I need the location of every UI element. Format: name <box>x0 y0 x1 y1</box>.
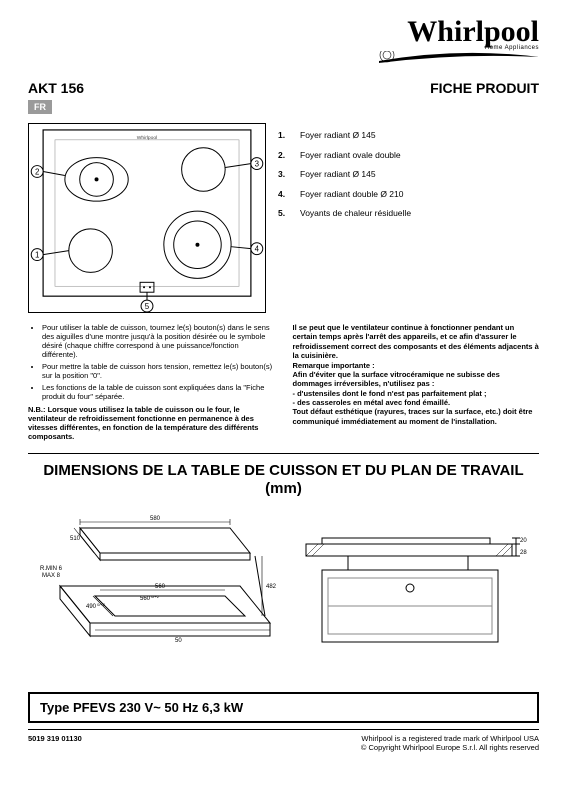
model-number: AKT 156 <box>28 80 84 96</box>
dimensions-figures: 580 510 R.MIN 6 MAX 8 560 490 0/+2 50 48… <box>28 508 539 678</box>
svg-text:2: 2 <box>35 167 39 176</box>
footer-code: 5019 319 01130 <box>28 734 82 752</box>
instructions-block: Pour utiliser la table de cuisson, tourn… <box>28 315 539 441</box>
sheet-title: FICHE PRODUIT <box>430 80 539 96</box>
legend-item: 4.Foyer radiant double Ø 210 <box>278 188 411 202</box>
svg-text:4: 4 <box>255 245 260 254</box>
svg-text:R.MIN 6: R.MIN 6 <box>40 566 63 572</box>
avoid-item: - d'ustensiles dont le fond n'est pas pa… <box>293 389 540 398</box>
bullet-list: Pour utiliser la table de cuisson, tourn… <box>28 323 275 401</box>
left-col: Pour utiliser la table de cuisson, tourn… <box>28 315 275 441</box>
svg-text:560: 560 <box>155 584 166 590</box>
bullet-item: Les fonctions de la table de cuisson son… <box>42 383 275 401</box>
dimensions-title: DIMENSIONS DE LA TABLE DE CUISSON ET DU … <box>28 462 539 498</box>
ventilator-note: Il se peut que le ventilateur continue à… <box>293 323 540 361</box>
svg-text:580: 580 <box>150 516 161 522</box>
svg-text:510: 510 <box>70 536 81 542</box>
avoid-intro: Afin d'éviter que la surface vitrocérami… <box>293 370 540 389</box>
svg-text:3: 3 <box>255 160 260 169</box>
bullet-item: Pour mettre la table de cuisson hors ten… <box>42 362 275 380</box>
svg-text:50: 50 <box>175 638 182 644</box>
svg-text:MAX 8: MAX 8 <box>42 573 61 579</box>
avoid-item: - des casseroles en métal avec fond émai… <box>293 398 540 407</box>
footer: 5019 319 01130 Whirlpool is a registered… <box>28 729 539 752</box>
legend-item: 1.Foyer radiant Ø 145 <box>278 129 411 143</box>
svg-text:1: 1 <box>35 251 40 260</box>
defect-note: Tout défaut esthétique (rayures, traces … <box>293 407 540 426</box>
svg-text:560 0/+2: 560 0/+2 <box>140 594 160 602</box>
bullet-item: Pour utiliser la table de cuisson, tourn… <box>42 323 275 359</box>
svg-text:5: 5 <box>145 302 150 311</box>
brand-name: Whirlpool <box>379 18 539 45</box>
divider <box>28 453 539 454</box>
svg-text:Whirlpool: Whirlpool <box>137 135 158 141</box>
language-badge: FR <box>28 100 52 114</box>
section-diagram: 20 28 <box>298 508 528 678</box>
svg-text:28: 28 <box>520 550 527 556</box>
legend: 1.Foyer radiant Ø 145 2.Foyer radiant ov… <box>278 123 411 313</box>
cutout-diagram: 580 510 R.MIN 6 MAX 8 560 490 0/+2 50 48… <box>40 508 280 678</box>
svg-text:20: 20 <box>520 538 527 544</box>
hob-diagram: Whirlpool 1 2 3 4 5 <box>28 123 266 313</box>
header: AKT 156 FICHE PRODUIT <box>28 80 539 96</box>
remarque-label: Remarque importante : <box>293 361 540 370</box>
right-col: Il se peut que le ventilateur continue à… <box>293 323 540 441</box>
product-block: Whirlpool 1 2 3 4 5 1.Foyer radiant <box>28 123 539 313</box>
legend-item: 3.Foyer radiant Ø 145 <box>278 168 411 182</box>
svg-text:490 0/+2: 490 0/+2 <box>86 602 106 610</box>
brand-logo: Whirlpool Home Appliances <box>379 18 539 72</box>
legend-item: 5.Voyants de chaleur résiduelle <box>278 207 411 221</box>
nb-note: N.B.: Lorsque vous utilisez la table de … <box>28 405 275 441</box>
svg-text:482: 482 <box>266 584 277 590</box>
spec-box: Type PFEVS 230 V~ 50 Hz 6,3 kW <box>28 692 539 723</box>
brand-swoosh-icon <box>379 51 539 67</box>
footer-legal: Whirlpool is a registered trade mark of … <box>361 734 539 752</box>
legend-item: 2.Foyer radiant ovale double <box>278 149 411 163</box>
